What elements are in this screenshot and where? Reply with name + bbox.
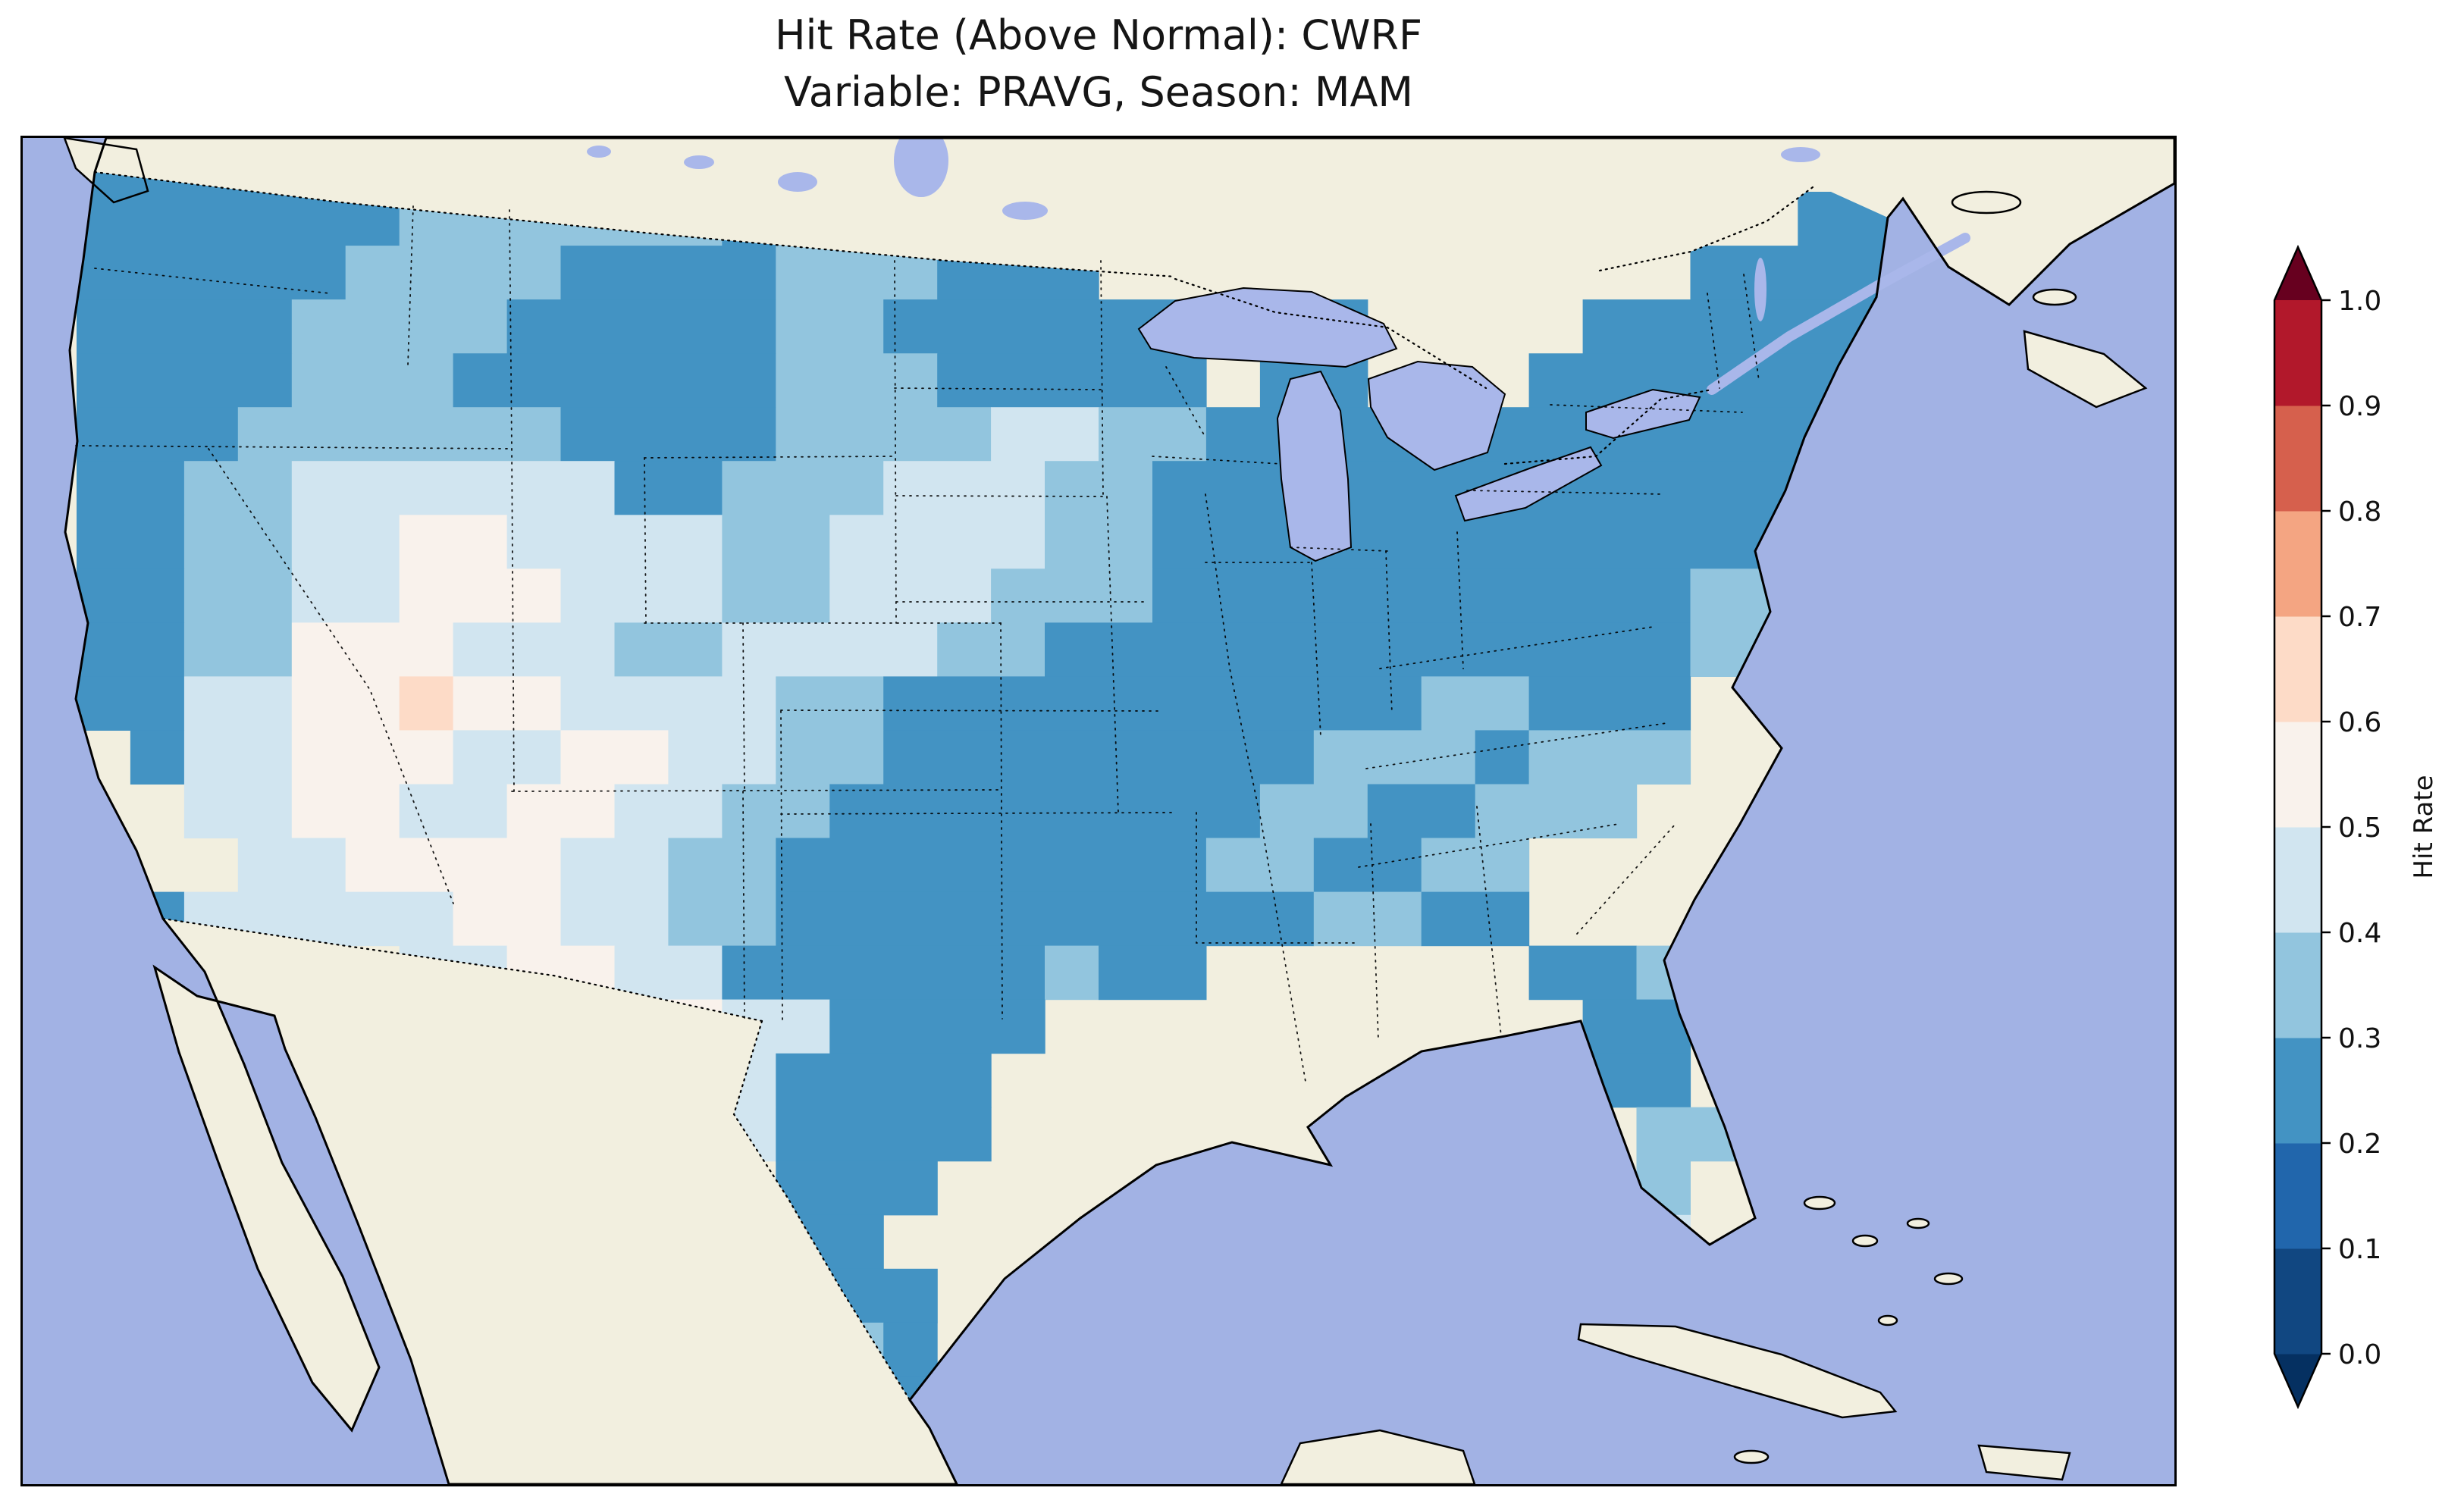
great-lakes — [1137, 287, 1701, 562]
us-mexico-border — [732, 1019, 911, 1402]
lake-superior — [1137, 287, 1398, 368]
chart-subtitle: Variable: PRAVG, Season: MAM — [784, 67, 1413, 116]
us-canada-border — [93, 171, 1177, 278]
colorbar-tick-label: 0.9 — [2338, 391, 2381, 422]
colorbar-tick-label: 0.6 — [2338, 707, 2381, 738]
us-canada-border — [1598, 183, 1817, 272]
colorbar-tick-label: 0.7 — [2338, 602, 2381, 633]
colorbar-tick-label: 0.5 — [2338, 813, 2381, 844]
us-mexico-border — [161, 917, 763, 1023]
lake-michigan — [1276, 370, 1353, 562]
colorbar-tick-label: 1.0 — [2338, 286, 2381, 317]
international-borders — [93, 171, 1817, 1402]
st-lawrence-river — [1707, 233, 1970, 395]
chart-title: Hit Rate (Above Normal): CWRF — [774, 11, 1423, 59]
lake-ontario — [1585, 388, 1701, 440]
colorbar-tick-label: 0.1 — [2338, 1234, 2381, 1265]
us-canada-border — [1503, 388, 1713, 465]
us-map — [20, 136, 2177, 1486]
colorbar-body — [2273, 244, 2323, 1410]
colorbar-label: Hit Rate — [2409, 775, 2439, 879]
colorbar-tick-label: 0.3 — [2338, 1023, 2381, 1054]
colorbar-tick-label: 0.8 — [2338, 496, 2381, 528]
figure-title-block: Hit Rate (Above Normal): CWRF Variable: … — [23, 8, 2174, 121]
canada-lakes — [587, 138, 1820, 321]
state-borders — [75, 205, 1760, 1082]
lake-champlain — [1754, 258, 1766, 321]
colorbar-tick-label: 0.2 — [2338, 1129, 2381, 1160]
hit-rate-grid — [77, 172, 1888, 1400]
colorbar-ticks: 0.0 0.1 0.2 0.3 0.4 0.5 0.6 0.7 0.8 0.9 1.0 — [2321, 286, 2381, 1370]
lake-huron — [1367, 360, 1506, 471]
map-canvas — [23, 138, 2174, 1484]
colorbar-tick-label: 0.4 — [2338, 918, 2381, 949]
colorbar-tick-label: 0.0 — [2338, 1339, 2381, 1370]
lake-erie — [1454, 446, 1603, 522]
colorbar: 0.0 0.1 0.2 0.3 0.4 0.5 0.6 0.7 0.8 0.9 1.0 Hit Ra… — [2273, 244, 2439, 1410]
